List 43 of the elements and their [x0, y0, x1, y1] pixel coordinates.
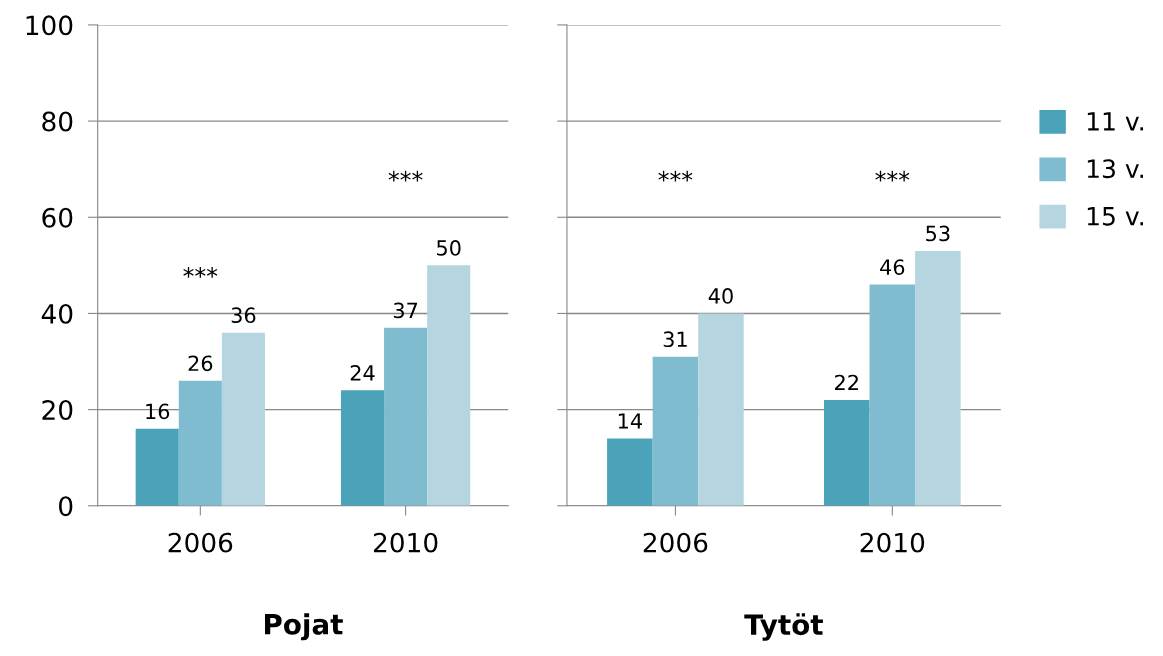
bar — [221, 332, 265, 506]
x-axis-title: Pojat — [265, 613, 343, 641]
bar — [607, 438, 653, 506]
data-label: 36 — [231, 307, 256, 324]
x-tick-label: 2006 — [643, 532, 708, 553]
annotation: *** — [183, 266, 218, 278]
data-label: 50 — [437, 240, 461, 256]
bar — [178, 380, 222, 506]
x-axis-title: Tytöt — [744, 613, 823, 641]
data-label: 14 — [618, 413, 642, 429]
data-label: 26 — [188, 355, 213, 372]
data-label: 24 — [350, 365, 375, 381]
y-tick-label: 100 — [26, 15, 73, 36]
y-tick-label: 40 — [41, 303, 73, 324]
bar — [823, 399, 870, 506]
data-label: 31 — [663, 331, 687, 348]
bar — [652, 356, 699, 506]
y-tick-label: 20 — [42, 400, 73, 421]
y-tick-label: 80 — [42, 111, 73, 132]
data-label: 16 — [146, 403, 170, 420]
data-label: 46 — [880, 259, 905, 275]
annotation: *** — [658, 170, 693, 182]
bar — [340, 390, 385, 506]
legend-label: 15 v. — [1087, 207, 1143, 226]
legend-label: 11 v. — [1087, 112, 1143, 131]
bar — [135, 428, 179, 506]
legend-label: 13 v. — [1087, 159, 1143, 179]
x-tick-label: 2006 — [168, 532, 233, 553]
data-label: 22 — [835, 374, 858, 391]
bar — [869, 284, 916, 506]
bar — [384, 327, 428, 506]
x-tick-label: 2010 — [860, 532, 925, 553]
y-tick-label: 60 — [42, 207, 73, 228]
bar — [698, 313, 744, 506]
bar — [915, 250, 961, 506]
annotation: *** — [388, 170, 423, 182]
annotation: *** — [875, 170, 910, 182]
x-tick-label: 2010 — [373, 532, 438, 553]
data-label: 37 — [393, 302, 418, 319]
data-label: 40 — [708, 288, 733, 304]
bar — [427, 265, 471, 506]
data-label: 53 — [926, 225, 950, 242]
y-tick-label: 0 — [59, 496, 73, 517]
